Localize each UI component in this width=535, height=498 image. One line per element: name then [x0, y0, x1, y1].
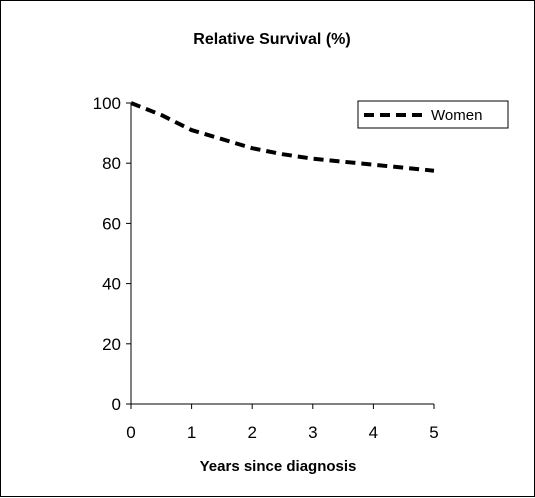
- x-tick-label-2: 2: [247, 423, 256, 442]
- y-tick-label-60: 60: [102, 214, 121, 233]
- chart-title: Relative Survival (%): [193, 31, 350, 48]
- y-tick-label-40: 40: [102, 275, 121, 294]
- x-tick-label-0: 0: [126, 423, 135, 442]
- legend: Women: [357, 100, 509, 129]
- x-tick-label-4: 4: [369, 423, 378, 442]
- x-tick-label-3: 3: [308, 423, 317, 442]
- y-tick-label-80: 80: [102, 154, 121, 173]
- series-line-women: [130, 101, 435, 173]
- plot-area: 0 20 40 60 80 100 0 1 2 3 4 5: [93, 94, 439, 442]
- y-tick-label-20: 20: [102, 335, 121, 354]
- x-axis-title: Years since diagnosis: [200, 458, 357, 475]
- x-tick-label-5: 5: [429, 423, 438, 442]
- y-tick-label-100: 100: [93, 94, 121, 113]
- y-tick-label-0: 0: [112, 395, 121, 414]
- legend-label-women: Women: [431, 107, 482, 124]
- x-tick-label-1: 1: [187, 423, 196, 442]
